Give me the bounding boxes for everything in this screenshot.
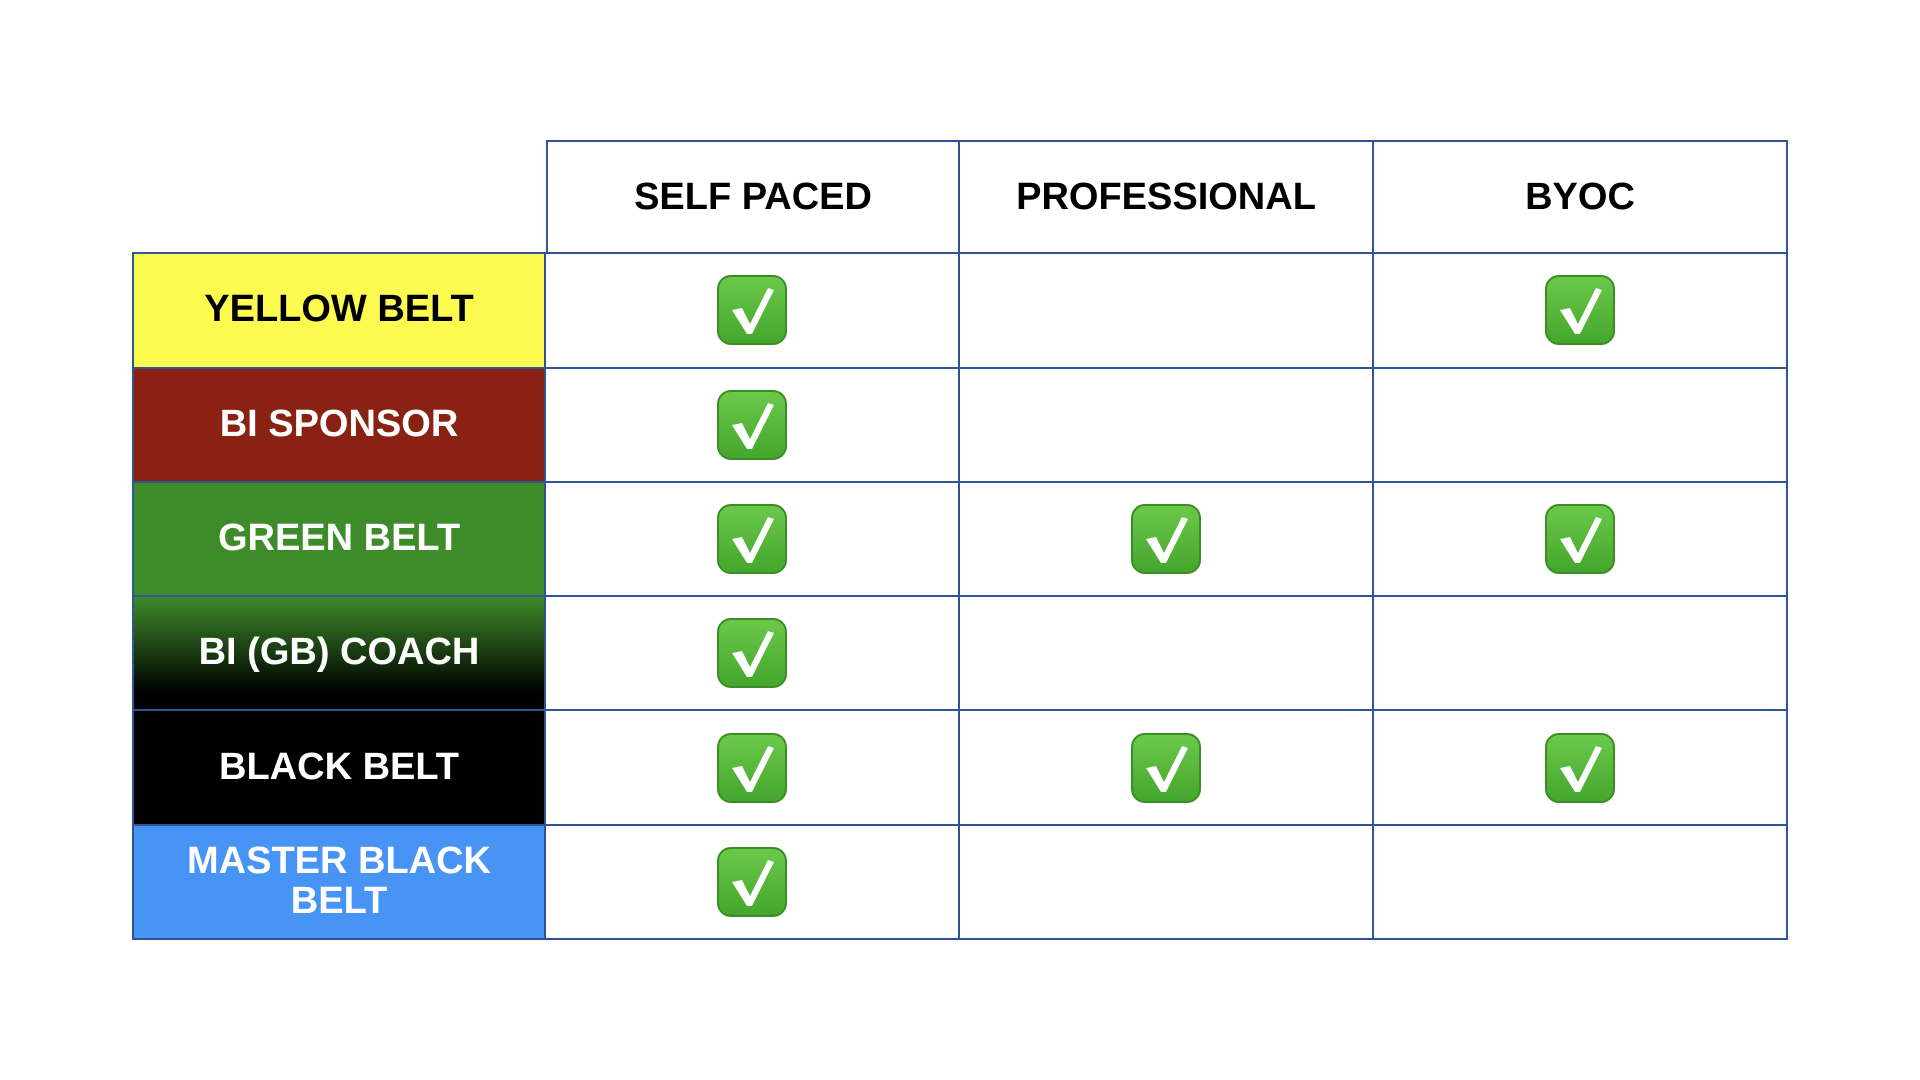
check-mark-button-icon xyxy=(1131,503,1201,574)
column-header-self-paced: SELF PACED xyxy=(546,140,960,255)
table-cell xyxy=(1374,825,1788,940)
row-label-yellow-belt: YELLOW BELT xyxy=(132,254,546,369)
table-cell xyxy=(546,711,960,826)
row-label-master-black-belt: MASTER BLACK BELT xyxy=(132,825,546,940)
table-cell xyxy=(1374,597,1788,712)
table-cell xyxy=(1374,368,1788,483)
table-cell xyxy=(960,368,1374,483)
table-cell xyxy=(546,368,960,483)
check-mark-button-icon xyxy=(1545,275,1615,346)
row-label-bi-sponsor: BI SPONSOR xyxy=(132,368,546,483)
check-mark-button-icon xyxy=(717,846,787,917)
table-cell xyxy=(1374,711,1788,826)
table-cell xyxy=(1374,254,1788,369)
table-cell xyxy=(546,597,960,712)
table-cell xyxy=(960,711,1374,826)
check-mark-button-icon xyxy=(1545,732,1615,803)
row-label-green-belt: GREEN BELT xyxy=(132,482,546,598)
table-cell xyxy=(546,254,960,369)
check-mark-button-icon xyxy=(717,618,787,689)
table-cell xyxy=(546,482,960,598)
corner-cell xyxy=(132,140,546,255)
table-cell xyxy=(1374,482,1788,598)
check-mark-button-icon xyxy=(717,503,787,574)
check-mark-button-icon xyxy=(717,732,787,803)
column-header-byoc: BYOC xyxy=(1374,140,1788,255)
table-cell xyxy=(546,825,960,940)
belt-training-table: SELF PACED PROFESSIONAL BYOC YELLOW BELT… xyxy=(132,140,1788,940)
check-mark-button-icon xyxy=(1131,732,1201,803)
table-cell xyxy=(960,597,1374,712)
column-header-professional: PROFESSIONAL xyxy=(960,140,1374,255)
check-mark-button-icon xyxy=(1545,503,1615,574)
table-cell xyxy=(960,482,1374,598)
table-cell xyxy=(960,254,1374,369)
row-label-bi-gb-coach: BI (GB) COACH xyxy=(132,597,546,712)
row-label-black-belt: BLACK BELT xyxy=(132,711,546,826)
table-cell xyxy=(960,825,1374,940)
check-mark-button-icon xyxy=(717,275,787,346)
check-mark-button-icon xyxy=(717,389,787,460)
